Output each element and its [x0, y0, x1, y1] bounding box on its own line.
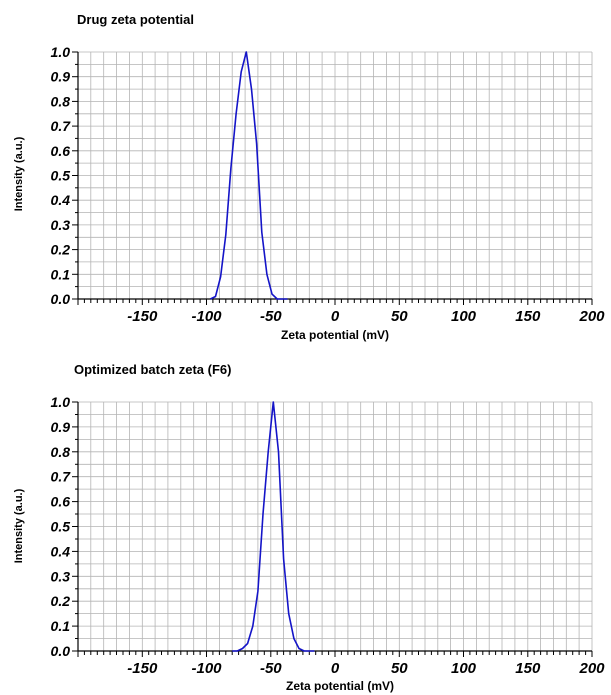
- y-tick-label: 0.3: [51, 568, 71, 584]
- chart-optimized-batch-zeta: Optimized batch zeta (F6) Intensity (a.u…: [13, 362, 605, 693]
- y-axis-label: Intensity (a.u.): [13, 488, 25, 563]
- series-line: [210, 51, 288, 300]
- y-tick-label: 1.0: [51, 394, 71, 410]
- x-tick-label: 0: [331, 660, 340, 677]
- grid: [77, 401, 593, 652]
- y-tick-label: 0.7: [51, 118, 72, 134]
- chart-title: Drug zeta potential: [77, 12, 194, 27]
- chart-drug-zeta-potential: Drug zeta potential Intensity (a.u.) Zet…: [13, 12, 605, 342]
- data-series: [210, 51, 288, 300]
- tick-marks: [72, 51, 593, 305]
- y-tick-label: 0.2: [51, 593, 71, 609]
- x-tick-label: -150: [127, 308, 158, 325]
- y-tick-label: 0.8: [51, 93, 71, 109]
- tick-marks: [72, 401, 593, 657]
- y-tick-label: 0.1: [51, 266, 71, 282]
- x-tick-label: -100: [191, 660, 222, 677]
- x-tick-label: -150: [127, 660, 158, 677]
- y-tick-label: 0.1: [51, 618, 71, 634]
- x-tick-label: 200: [578, 660, 605, 677]
- data-series: [232, 401, 315, 652]
- y-tick-label: 0.6: [51, 143, 71, 159]
- y-tick-label: 0.9: [51, 419, 71, 435]
- y-tick-label: 0.7: [51, 469, 72, 485]
- y-tick-label: 0.4: [51, 543, 71, 559]
- x-tick-label: 100: [451, 308, 477, 325]
- y-axis-label: Intensity (a.u.): [13, 136, 25, 211]
- tick-labels: -150 -100 -50 0 50 100 150 200 0.0 0.1 0.2 0.3 0.4 0.…: [51, 44, 606, 325]
- x-tick-label: -100: [191, 308, 222, 325]
- x-tick-label: 150: [515, 660, 541, 677]
- y-tick-label: 0.5: [51, 168, 71, 184]
- x-tick-label: 100: [451, 660, 477, 677]
- x-tick-label: 50: [391, 660, 408, 677]
- y-tick-label: 0.3: [51, 217, 71, 233]
- y-tick-label: 0.8: [51, 444, 71, 460]
- series-line: [232, 401, 315, 652]
- grid: [77, 51, 593, 300]
- x-tick-label: 150: [515, 308, 541, 325]
- y-tick-label: 0.0: [51, 643, 71, 659]
- y-tick-label: 0.0: [51, 291, 71, 307]
- y-tick-label: 1.0: [51, 44, 71, 60]
- y-tick-label: 0.2: [51, 242, 71, 258]
- y-tick-label: 0.5: [51, 519, 71, 535]
- x-tick-label: 50: [391, 308, 408, 325]
- x-tick-label: -50: [260, 660, 282, 677]
- x-tick-label: 200: [578, 308, 605, 325]
- tick-labels: -150 -100 -50 0 50 100 150 200 0.0 0.1 0.2 0.3 0.4 0.…: [51, 394, 606, 677]
- x-tick-label: 0: [331, 308, 340, 325]
- y-tick-label: 0.6: [51, 494, 71, 510]
- y-tick-label: 0.4: [51, 192, 71, 208]
- x-tick-label: -50: [260, 308, 282, 325]
- x-axis-label: Zeta potential (mV): [281, 328, 389, 342]
- x-axis-label: Zeta potential (mV): [286, 679, 394, 693]
- y-tick-label: 0.9: [51, 69, 71, 85]
- chart-title: Optimized batch zeta (F6): [74, 362, 231, 377]
